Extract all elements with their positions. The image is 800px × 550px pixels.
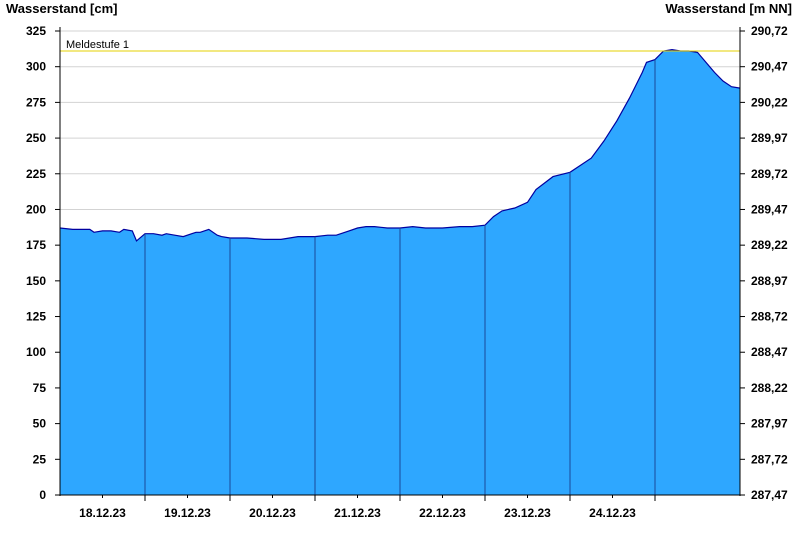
x-tick-label: 18.12.23 <box>79 506 126 520</box>
y-axis-label-right: Wasserstand [m NN] <box>665 1 792 16</box>
y-tick-label-left: 125 <box>26 310 46 324</box>
threshold-label: Meldestufe 1 <box>66 39 129 51</box>
y-tick-label-right: 290,22 <box>751 95 788 109</box>
x-tick-label: 22.12.23 <box>419 506 466 520</box>
y-ticks-left: 0 25 50 75 100 125 150 175 200 225 250 275 300 325 <box>26 24 60 502</box>
y-axis-label-left: Wasserstand [cm] <box>6 1 118 16</box>
y-tick-label-left: 225 <box>26 167 46 181</box>
threshold-line-group: Meldestufe 1 <box>60 39 740 52</box>
y-tick-label-left: 250 <box>26 131 46 145</box>
y-tick-label-right: 290,72 <box>751 24 788 38</box>
y-tick-label-right: 287,47 <box>751 488 788 502</box>
y-tick-label-right: 289,72 <box>751 167 788 181</box>
y-tick-label-right: 288,72 <box>751 310 788 324</box>
y-tick-label-left: 25 <box>33 452 47 466</box>
y-tick-label-right: 290,47 <box>751 60 788 74</box>
y-tick-label-left: 50 <box>33 417 47 431</box>
x-tick-label: 24.12.23 <box>589 506 636 520</box>
x-ticks: 18.12.23 19.12.23 20.12.23 21.12.23 22.12.23… <box>79 495 656 520</box>
y-tick-label-right: 287,72 <box>751 452 788 466</box>
y-tick-label-right: 287,97 <box>751 417 788 431</box>
y-tick-label-left: 200 <box>26 202 46 216</box>
y-tick-label-right: 288,47 <box>751 345 788 359</box>
y-tick-label-left: 325 <box>26 24 46 38</box>
x-tick-label: 19.12.23 <box>164 506 211 520</box>
y-tick-label-left: 75 <box>33 381 47 395</box>
x-tick-label: 21.12.23 <box>334 506 381 520</box>
water-level-line <box>59 48 741 242</box>
y-tick-label-right: 288,22 <box>751 381 788 395</box>
y-tick-label-left: 300 <box>26 60 46 74</box>
y-tick-label-right: 289,47 <box>751 202 788 216</box>
y-tick-label-left: 275 <box>26 95 46 109</box>
y-tick-label-right: 289,22 <box>751 238 788 252</box>
y-ticks-right: 287,47 287,72 287,97 288,22 288,47 288,72 288,… <box>740 24 788 502</box>
y-tick-label-right: 289,97 <box>751 131 788 145</box>
y-tick-label-left: 100 <box>26 345 46 359</box>
y-tick-label-left: 150 <box>26 274 46 288</box>
y-tick-label-left: 0 <box>39 488 46 502</box>
y-tick-label-right: 288,97 <box>751 274 788 288</box>
x-tick-label: 23.12.23 <box>504 506 551 520</box>
y-tick-label-left: 175 <box>26 238 46 252</box>
x-tick-label: 20.12.23 <box>249 506 296 520</box>
